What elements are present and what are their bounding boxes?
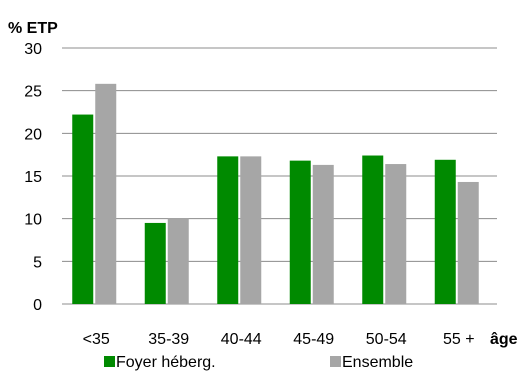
legend: Foyer héberg. Ensemble [104, 354, 413, 371]
x-tick-1: 35-39 [148, 331, 189, 348]
legend-label-foyer: Foyer héberg. [116, 354, 216, 371]
x-tick-4: 50-54 [366, 331, 407, 348]
legend-swatch-ensemble [330, 356, 341, 367]
x-tick-0: <35 [83, 331, 110, 348]
bar-foyer-5 [434, 159, 456, 304]
bars [72, 83, 479, 304]
y-tick-15: 15 [24, 169, 42, 186]
y-tick-0: 0 [33, 297, 42, 314]
bar-foyer-2 [217, 156, 239, 304]
x-axis-label: âge [490, 331, 518, 348]
y-tick-25: 25 [24, 84, 42, 101]
y-tick-5: 5 [33, 254, 42, 271]
bar-ensemble-5 [457, 181, 479, 304]
bar-foyer-0 [72, 114, 94, 304]
x-tick-3: 45-49 [293, 331, 334, 348]
y-axis-label: % ETP [8, 20, 58, 37]
x-tick-labels: <35 35-39 40-44 45-49 50-54 55 + [83, 331, 475, 348]
bar-ensemble-1 [167, 218, 189, 304]
y-tick-labels: 0 5 10 15 20 25 30 [24, 41, 42, 314]
y-tick-10: 10 [24, 212, 42, 229]
bar-ensemble-2 [240, 156, 262, 304]
y-tick-30: 30 [24, 41, 42, 58]
x-tick-5: 55 + [443, 331, 475, 348]
bar-ensemble-3 [312, 164, 334, 304]
bar-ensemble-0 [95, 83, 117, 304]
y-tick-20: 20 [24, 126, 42, 143]
legend-swatch-foyer [104, 356, 115, 367]
x-tick-2: 40-44 [221, 331, 262, 348]
bar-ensemble-4 [385, 164, 407, 304]
gridlines [62, 47, 497, 305]
bar-foyer-4 [362, 155, 384, 304]
legend-label-ensemble: Ensemble [342, 354, 413, 371]
bar-foyer-3 [289, 160, 311, 304]
bar-foyer-1 [144, 222, 166, 304]
